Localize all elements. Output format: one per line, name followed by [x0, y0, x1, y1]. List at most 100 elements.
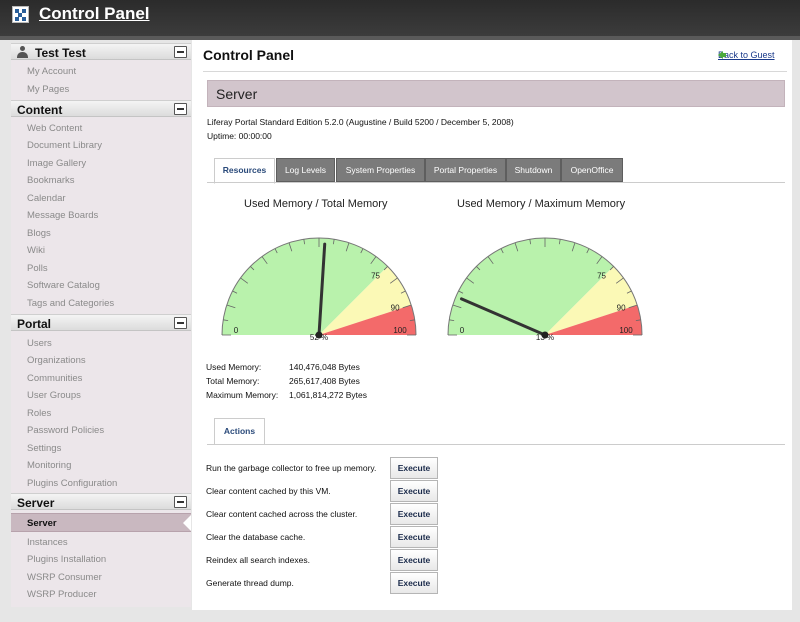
- gauge-tick: [466, 277, 475, 284]
- sidebar-item-communities[interactable]: Communities: [27, 373, 83, 384]
- collapse-icon[interactable]: [174, 496, 187, 508]
- tab-actions[interactable]: Actions: [214, 418, 265, 445]
- gauge-needle: [459, 297, 547, 337]
- title-divider: [203, 71, 787, 72]
- gauge-tick: [232, 290, 238, 294]
- sidebar-item-instances[interactable]: Instances: [27, 537, 68, 548]
- gauge-zone-critical: [319, 305, 416, 335]
- execute-thread-dump-button[interactable]: Execute: [390, 572, 438, 594]
- gauge-tick-label: 75: [371, 271, 380, 280]
- total-memory-row: Total Memory: 265,617,408 Bytes: [206, 376, 360, 386]
- gauge-hub: [541, 331, 549, 339]
- gauge-tick: [332, 239, 335, 245]
- sidebar-item-blogs[interactable]: Blogs: [27, 228, 51, 239]
- gauge-readout: 13 %: [536, 333, 554, 340]
- gauge-tick: [476, 266, 481, 271]
- gauge-tick-label: 100: [393, 326, 407, 335]
- sidebar-item-user-groups[interactable]: User Groups: [27, 390, 81, 401]
- gauge-tick: [628, 304, 638, 309]
- main-content: Control Panel Back to Guest Server Lifer…: [192, 40, 792, 610]
- sidebar-item-wiki[interactable]: Wiki: [27, 245, 45, 256]
- tab-system-properties[interactable]: System Properties: [336, 158, 425, 182]
- gauge-needle: [317, 242, 327, 337]
- tab-portal-properties[interactable]: Portal Properties: [425, 158, 506, 182]
- gauge-tick-label: 0: [234, 326, 239, 335]
- total-memory-label: Total Memory:: [206, 376, 260, 386]
- gauge-tick: [345, 242, 350, 252]
- uptime-info: Uptime: 00:00:00: [207, 131, 272, 141]
- tab-resources[interactable]: Resources: [214, 158, 275, 184]
- tab-shutdown[interactable]: Shutdown: [506, 158, 561, 182]
- user-icon: [17, 46, 28, 58]
- action-label: Clear the database cache.: [206, 532, 306, 542]
- sidebar-item-message-boards[interactable]: Message Boards: [27, 210, 99, 221]
- sidebar-item-bookmarks[interactable]: Bookmarks: [27, 175, 75, 186]
- collapse-icon[interactable]: [174, 317, 187, 329]
- sidebar-section-server[interactable]: Server: [11, 493, 191, 510]
- gauge-tick: [370, 256, 377, 265]
- sidebar-item-wsrp-producer[interactable]: WSRP Producer: [27, 589, 97, 600]
- sidebar-section-user[interactable]: Test Test: [11, 43, 191, 60]
- gauge-tick: [452, 304, 462, 309]
- section-title: Server: [216, 86, 258, 102]
- action-label: Clear content cached across the cluster.: [206, 509, 358, 519]
- gauge-tick: [303, 239, 306, 245]
- section-header: Server: [207, 80, 785, 107]
- sidebar-item-tags-and-categories[interactable]: Tags and Categories: [27, 298, 115, 309]
- sidebar-item-my-pages[interactable]: My Pages: [27, 84, 70, 95]
- sidebar-section-content[interactable]: Content: [11, 100, 191, 117]
- gauge-tick: [529, 239, 532, 245]
- action-label: Run the garbage collector to free up mem…: [206, 463, 377, 473]
- sidebar-item-plugins-configuration[interactable]: Plugins Configuration: [27, 478, 118, 489]
- sidebar-item-image-gallery[interactable]: Image Gallery: [27, 158, 87, 169]
- sidebar-item-document-library[interactable]: Document Library: [27, 140, 102, 151]
- gauge-tick: [514, 242, 519, 252]
- tab-openoffice[interactable]: OpenOffice: [561, 158, 623, 182]
- gauge-tick: [635, 319, 641, 322]
- sidebar-item-password-policies[interactable]: Password Policies: [27, 425, 105, 436]
- gauge-tick: [223, 319, 229, 322]
- gauge-tick-label: 90: [391, 303, 400, 312]
- page-title: Control Panel: [203, 47, 295, 63]
- sidebar-item-polls[interactable]: Polls: [27, 263, 48, 274]
- execute-reindex-button[interactable]: Execute: [390, 549, 438, 571]
- gauge-tick: [288, 242, 293, 252]
- execute-clear-db-cache-button[interactable]: Execute: [390, 526, 438, 548]
- sidebar-item-roles[interactable]: Roles: [27, 408, 52, 419]
- sidebar-item-organizations[interactable]: Organizations: [27, 355, 86, 366]
- sidebar-item-plugins-installation[interactable]: Plugins Installation: [27, 554, 107, 565]
- sidebar-item-web-content[interactable]: Web Content: [27, 123, 83, 134]
- sidebar-item-users[interactable]: Users: [27, 338, 52, 349]
- tab-log-levels[interactable]: Log Levels: [276, 158, 335, 182]
- sidebar-item-calendar[interactable]: Calendar: [27, 193, 66, 204]
- sidebar-item-label: Server: [27, 518, 57, 529]
- back-arrow-icon: [718, 51, 726, 59]
- sidebar-section-portal[interactable]: Portal: [11, 314, 191, 331]
- gauge-tick: [596, 256, 603, 265]
- sidebar-item-wsrp-consumer[interactable]: WSRP Consumer: [27, 572, 102, 583]
- sidebar-item-settings[interactable]: Settings: [27, 443, 62, 454]
- gauge-tick: [558, 239, 561, 245]
- collapse-icon[interactable]: [174, 46, 187, 58]
- used-memory-row: Used Memory: 140,476,048 Bytes: [206, 362, 360, 372]
- section-title: Content: [17, 103, 63, 117]
- sidebar-item-monitoring[interactable]: Monitoring: [27, 460, 72, 471]
- action-label: Clear content cached by this VM.: [206, 486, 331, 496]
- maximum-memory-row: Maximum Memory: 1,061,814,272 Bytes: [206, 390, 367, 400]
- back-to-guest-link[interactable]: Back to Guest: [705, 50, 775, 60]
- sidebar-item-my-account[interactable]: My Account: [27, 66, 77, 77]
- gauge-tick: [609, 266, 614, 271]
- gauge-tick: [615, 277, 624, 284]
- app-title[interactable]: Control Panel: [39, 4, 150, 23]
- collapse-icon[interactable]: [174, 103, 187, 115]
- gauge-tick: [261, 256, 268, 265]
- gauge-tick: [458, 290, 464, 294]
- gauge-tick: [500, 248, 504, 254]
- top-bar: Control Panel: [0, 0, 800, 36]
- sidebar-item-server[interactable]: Server: [11, 513, 191, 532]
- sidebar-item-software-catalog[interactable]: Software Catalog: [27, 280, 100, 291]
- header-divider: [0, 36, 800, 40]
- execute-clear-cluster-cache-button[interactable]: Execute: [390, 503, 438, 525]
- execute-clear-vm-cache-button[interactable]: Execute: [390, 480, 438, 502]
- execute-gc-button[interactable]: Execute: [390, 457, 438, 479]
